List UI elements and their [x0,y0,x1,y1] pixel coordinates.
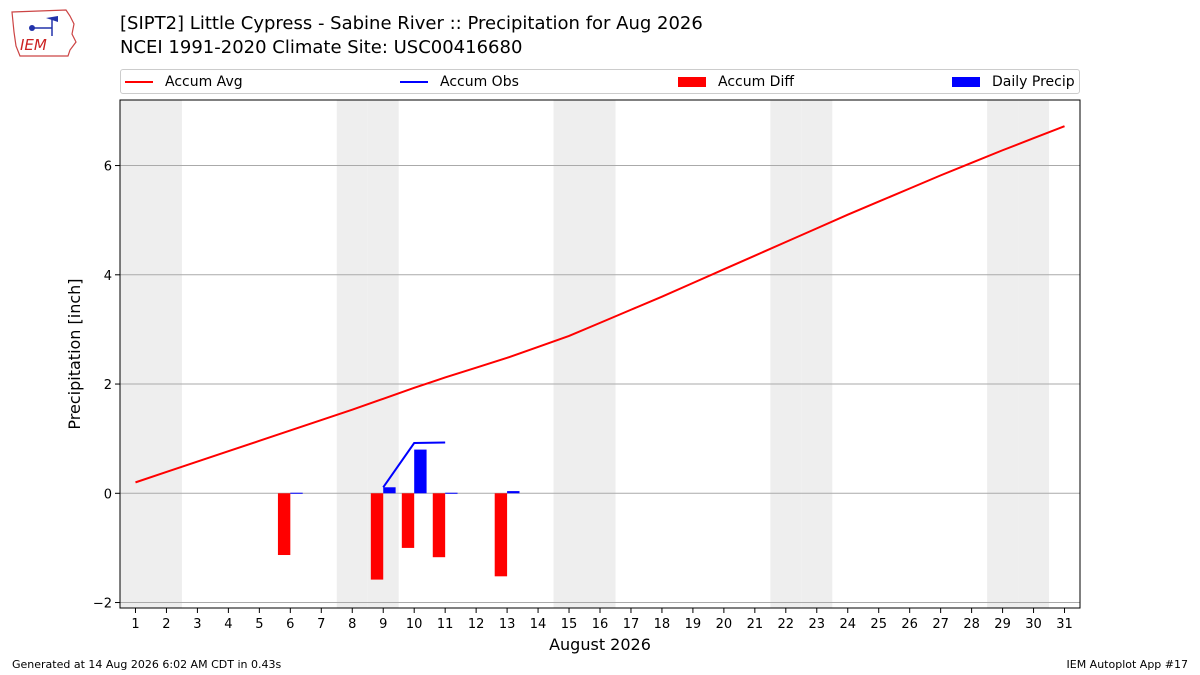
logo-text: IEM [20,36,47,54]
xtick-label-17: 17 [623,617,640,632]
xtick-label-31: 31 [1056,617,1073,632]
accum-diff-bar-day-6 [277,493,291,556]
legend-item-accum-avg: Accum Avg [125,70,243,93]
legend-swatch-daily-precip [952,76,980,87]
legend-item-daily-precip: Daily Precip [952,70,1075,93]
legend-label-accum-diff: Accum Diff [718,73,795,90]
weekend-shade-day-8 [336,100,368,608]
xtick-label-9: 9 [379,617,387,632]
ytick-label--2: −2 [93,597,112,612]
legend-swatch-accum-avg [125,80,153,83]
xtick-label-19: 19 [685,617,702,632]
accum-obs-line [382,441,446,488]
legend-label-accum-obs: Accum Obs [440,73,519,90]
xtick-label-20: 20 [716,617,733,632]
legend-item-accum-diff: Accum Diff [678,70,794,93]
chart-subtitle: NCEI 1991-2020 Climate Site: USC00416680 [120,37,523,58]
xtick-label-28: 28 [963,617,980,632]
weekend-shade-day-15 [553,100,585,608]
daily-precip-bar-day-9 [383,487,396,494]
weekend-shade-day-1 [120,100,151,608]
iem-logo: IEM [11,9,77,57]
xtick-label-4: 4 [224,617,232,632]
x-axis-label: August 2026 [549,635,651,654]
xtick-label-22: 22 [778,617,795,632]
xtick-label-5: 5 [255,617,263,632]
legend-label-daily-precip: Daily Precip [992,73,1075,90]
weekend-shade-day-30 [1018,100,1050,608]
weekend-shade-day-29 [987,100,1019,608]
xtick-label-14: 14 [530,617,547,632]
xtick-label-23: 23 [809,617,826,632]
xtick-label-3: 3 [193,617,201,632]
xtick-label-7: 7 [317,617,325,632]
xtick-label-13: 13 [499,617,516,632]
xtick-label-16: 16 [592,617,609,632]
weekend-shade-day-16 [584,100,616,608]
xtick-label-11: 11 [437,617,454,632]
generated-timestamp: Generated at 14 Aug 2026 6:02 AM CDT in … [12,658,282,671]
xtick-label-29: 29 [994,617,1011,632]
xtick-label-12: 12 [468,617,485,632]
xtick-label-25: 25 [870,617,887,632]
xtick-label-21: 21 [747,617,764,632]
legend: Accum Avg Accum Obs Accum Diff Daily Pre… [120,69,1080,94]
ytick-label-4: 4 [104,269,112,284]
xtick-label-30: 30 [1025,617,1042,632]
accum-diff-bar-day-11 [432,493,446,558]
xtick-label-1: 1 [131,617,139,632]
chart-title: [SIPT2] Little Cypress - Sabine River ::… [120,13,703,34]
xtick-label-26: 26 [901,617,918,632]
xtick-label-24: 24 [839,617,856,632]
xtick-label-15: 15 [561,617,578,632]
accum-diff-bar-day-9 [370,493,384,580]
xtick-label-18: 18 [654,617,671,632]
ytick-label-2: 2 [104,378,112,393]
daily-precip-bar-day-10 [414,449,427,494]
legend-swatch-accum-diff [678,76,706,87]
plot-frame [119,99,1081,609]
autoplot-app-label: IEM Autoplot App #17 [1066,658,1189,671]
daily-precip-bar-day-11 [445,492,458,494]
daily-precip-bar-day-13 [507,491,520,494]
accum-diff-bar-day-10 [401,493,415,548]
daily-precip-bar-day-6 [290,492,303,494]
legend-label-accum-avg: Accum Avg [165,73,243,90]
weekend-shade-day-2 [150,100,182,608]
accum-diff-bar-day-13 [494,493,508,577]
iowa-state-outline [11,9,77,57]
xtick-label-2: 2 [162,617,170,632]
weekend-shade-day-9 [367,100,399,608]
weekend-shade-day-23 [801,100,833,608]
legend-item-accum-obs: Accum Obs [400,70,519,93]
accum-avg-line [135,125,1065,484]
ytick-label-0: 0 [104,487,112,502]
xtick-label-10: 10 [406,617,423,632]
legend-swatch-accum-obs [400,80,428,83]
weekend-shade-day-22 [770,100,802,608]
xtick-label-8: 8 [348,617,356,632]
xtick-label-27: 27 [932,617,949,632]
ytick-label-6: 6 [104,160,112,175]
xtick-label-6: 6 [286,617,294,632]
y-axis-label: Precipitation [inch] [65,278,84,429]
